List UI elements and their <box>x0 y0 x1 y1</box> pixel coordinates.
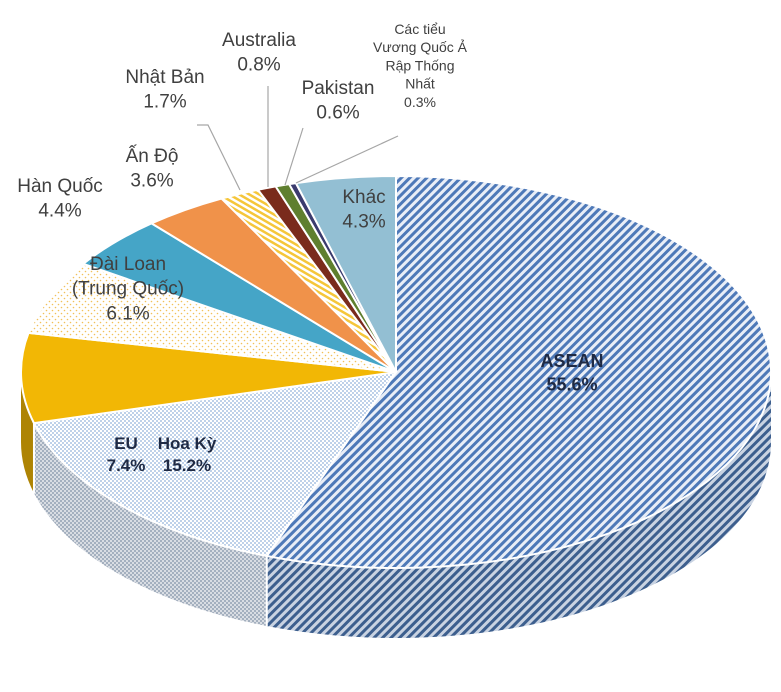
slice-label: Khác 4.3% <box>342 187 385 233</box>
pie-slice-hoa-k- <box>32 370 399 558</box>
pie-side-walls <box>21 372 771 638</box>
pie-side-0 <box>266 372 771 638</box>
slice-label: ASEAN 55.6% <box>540 351 603 394</box>
slice-value-label: 4.4% <box>38 201 81 222</box>
slice-value-label: 6.1% <box>106 303 149 324</box>
pie-slice-asean <box>265 174 772 569</box>
slice-label: Đài Loan (Trung Quốc) 6.1% <box>72 254 184 324</box>
slice-value-label: 15.2% <box>163 456 211 475</box>
leader-line <box>197 124 241 191</box>
slice-labels: ASEAN 55.6% Hoa Kỳ 15.2% EU 7.4% Đài Loan (Trun… <box>17 21 603 475</box>
slice-label: Nhật Bản 1.7% <box>125 67 204 113</box>
slice-value-label: 7.4% <box>107 456 146 475</box>
pie-side-2 <box>21 372 34 494</box>
slice-label: Ấn Độ 3.6% <box>126 145 179 192</box>
slice-label: Các tiểu Vương Quốc Ả Rập Thống Nhất 0.3% <box>373 21 468 110</box>
pie-slice-kh-c <box>294 174 397 373</box>
pie-slice-eu <box>20 331 397 425</box>
slice-label: Hàn Quốc 4.4% <box>17 176 103 222</box>
leader-lines <box>197 86 399 191</box>
slice-value-label: 55.6% <box>546 374 597 394</box>
slice-label: EU 7.4% <box>107 434 146 475</box>
leader-line <box>295 135 399 184</box>
slice-label: Australia 0.8% <box>222 30 296 76</box>
pie-slice-tops <box>20 174 772 569</box>
slice-value-label: 0.3% <box>404 94 436 110</box>
leader-line <box>284 127 304 186</box>
slice-value-label: 0.8% <box>237 55 280 76</box>
pie-side-1 <box>33 423 267 626</box>
slice-value-label: 4.3% <box>342 212 385 233</box>
slice-value-label: 1.7% <box>143 92 186 113</box>
slice-label: Hoa Kỳ 15.2% <box>158 434 217 475</box>
slice-label: Pakistan 0.6% <box>302 78 375 124</box>
pie-slice--i-loan-trung-qu-c- <box>27 262 397 373</box>
slice-value-label: 0.6% <box>316 103 359 124</box>
slice-value-label: 3.6% <box>130 171 173 192</box>
